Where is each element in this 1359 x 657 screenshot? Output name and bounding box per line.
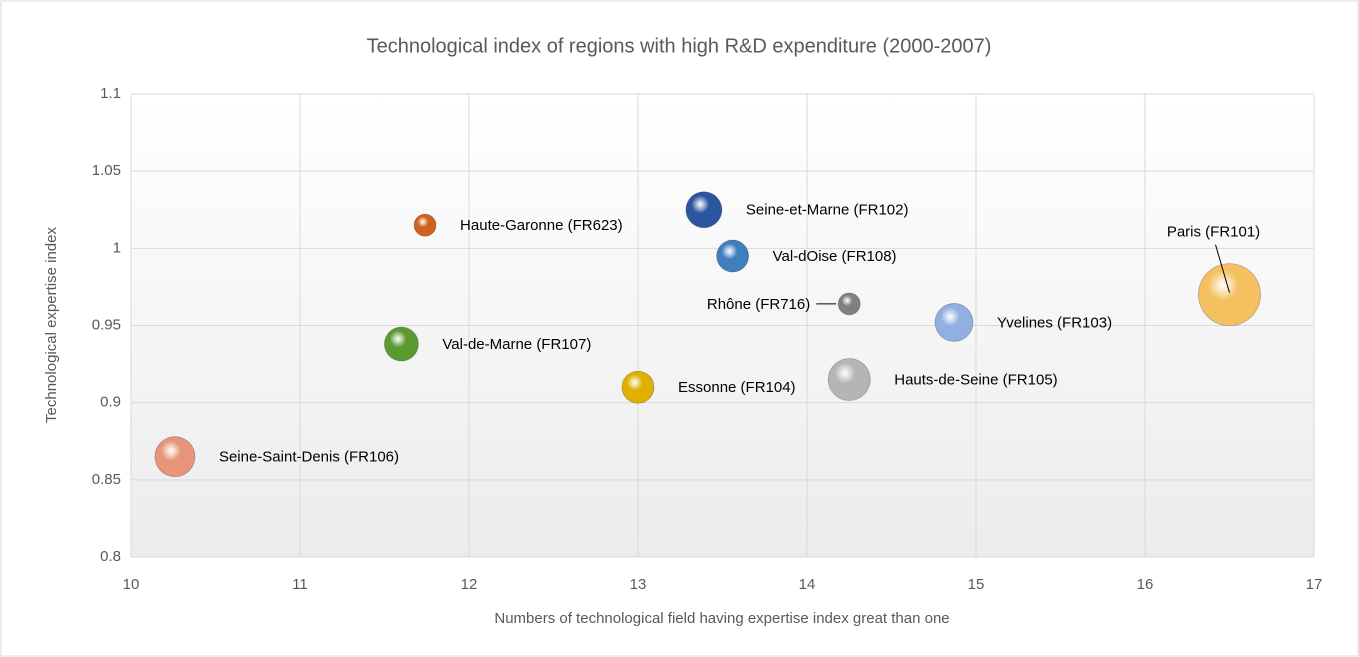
y-axis-label: Technological expertise index — [43, 227, 60, 423]
data-label: Paris (FR101) — [1167, 224, 1260, 241]
data-label: Hauts-de-Seine (FR105) — [894, 371, 1057, 388]
x-tick-label: 12 — [461, 576, 478, 593]
bubble — [934, 303, 974, 342]
bubble — [154, 436, 196, 478]
y-tick-label: 1 — [113, 239, 121, 256]
x-tick-label: 15 — [968, 576, 985, 593]
data-label: Val-dOise (FR108) — [773, 248, 897, 265]
bubble — [837, 292, 861, 316]
data-label: Essonne (FR104) — [678, 379, 796, 396]
bubble — [1198, 263, 1261, 327]
y-tick-label: 0.95 — [92, 316, 121, 333]
leader-line — [1215, 244, 1230, 293]
data-label: Rhône (FR716) — [707, 296, 810, 313]
data-label: Yvelines (FR103) — [997, 314, 1112, 331]
y-tick-label: 1.1 — [100, 85, 121, 102]
bubble — [383, 326, 419, 362]
data-label: Haute-Garonne (FR623) — [460, 217, 623, 234]
x-tick-label: 11 — [292, 576, 308, 593]
x-axis-label: Numbers of technological field having ex… — [494, 610, 949, 627]
y-tick-label: 0.8 — [100, 548, 121, 565]
bubble — [827, 358, 871, 401]
data-label: Val-de-Marne (FR107) — [442, 336, 591, 353]
x-tick-label: 16 — [1137, 576, 1154, 593]
y-tick-label: 1.05 — [92, 162, 121, 179]
bubble — [621, 370, 655, 404]
y-tick-label: 0.85 — [92, 471, 121, 488]
x-tick-label: 14 — [799, 576, 816, 593]
x-tick-label: 13 — [630, 576, 647, 593]
bubble — [716, 239, 750, 273]
y-tick-label: 0.9 — [100, 394, 121, 411]
bubble — [413, 213, 437, 237]
bubble — [685, 191, 723, 229]
x-tick-label: 10 — [123, 576, 140, 593]
data-label: Seine-Saint-Denis (FR106) — [219, 449, 399, 466]
data-label: Seine-et-Marne (FR102) — [746, 202, 909, 219]
chart-title: Technological index of regions with high… — [367, 35, 992, 57]
x-tick-label: 17 — [1306, 576, 1323, 593]
